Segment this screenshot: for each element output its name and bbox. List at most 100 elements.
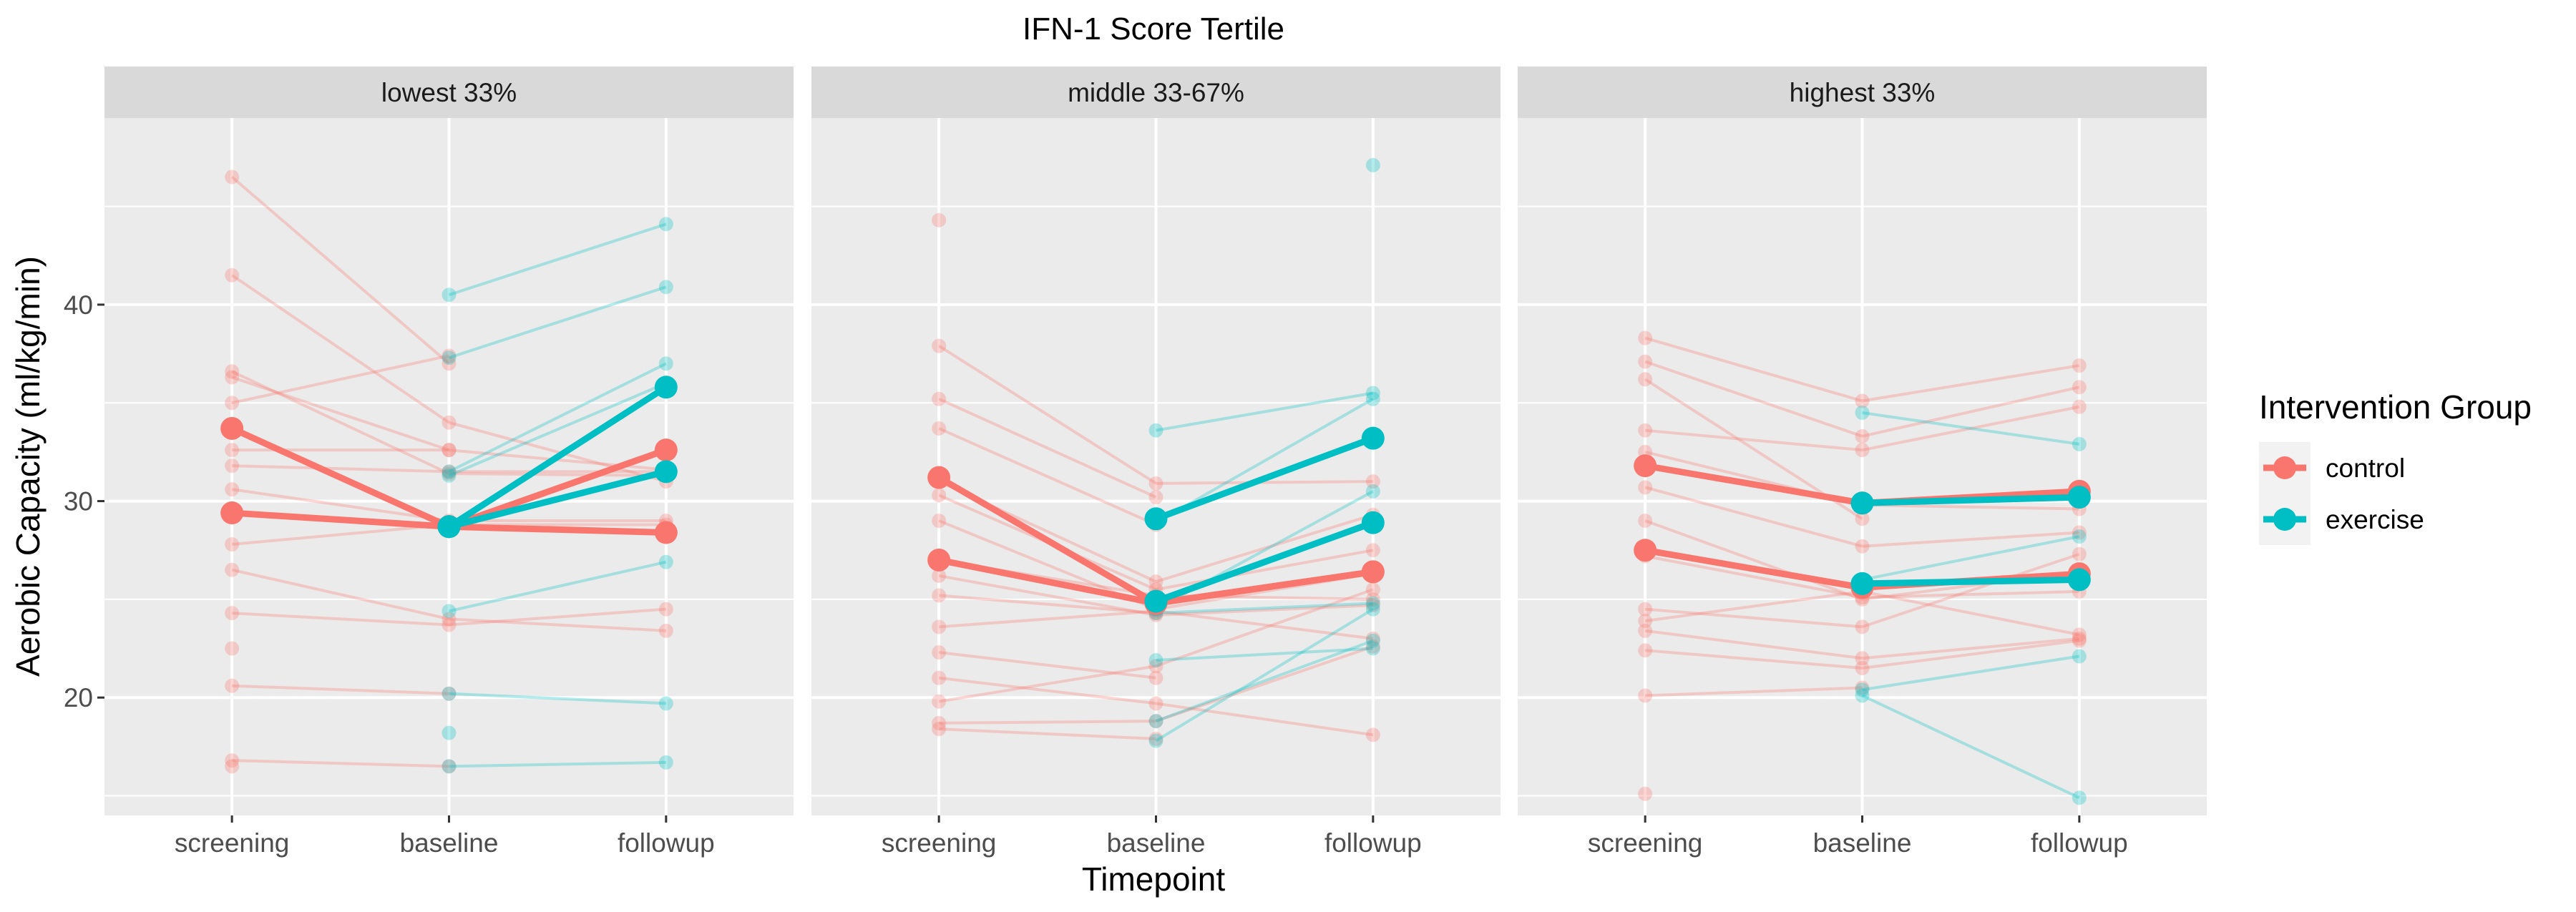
exercise-subject-line	[449, 560, 667, 613]
control-subject-line	[938, 344, 1157, 485]
facet-panel-3: highest 33% screening baseline followup	[1518, 67, 2207, 858]
exercise-subject-point	[1148, 714, 1163, 729]
facet-panel-2: middle 33-67% screening baseline followup	[811, 67, 1501, 858]
control-subject-point	[1638, 643, 1653, 658]
facet-strip	[811, 67, 1501, 118]
control-subject-13	[1638, 680, 1870, 703]
control-subject-16	[932, 722, 1163, 746]
control-subject-point	[2072, 358, 2087, 373]
y-tick-label: 40	[64, 290, 93, 320]
exercise-subject-point	[441, 686, 457, 701]
control-subject-line	[939, 727, 1156, 740]
x-tick-label: screening	[1588, 828, 1702, 858]
exercise-subject-line	[1156, 391, 1374, 432]
exercise-subject-point	[2072, 790, 2087, 805]
exercise-mean-point	[654, 376, 678, 399]
legend: Intervention Group control exercise	[2259, 388, 2532, 545]
control-subject-15	[225, 759, 240, 774]
exercise-subject-point	[1365, 391, 1380, 406]
control-subject-line	[938, 676, 1156, 705]
control-subject-point	[1365, 474, 1380, 489]
control-subject-point	[225, 753, 240, 768]
exercise-subject-2	[441, 280, 673, 366]
control-subject-1	[225, 170, 457, 371]
x-tick-label: screening	[882, 828, 996, 858]
exercise-mean-point	[1850, 572, 1874, 595]
control-subject-11	[225, 602, 673, 632]
control-subject-point	[225, 364, 240, 379]
control-subject-point	[932, 391, 947, 406]
control-subject-point	[225, 606, 240, 621]
control-mean-line	[448, 446, 668, 530]
exercise-mean-line	[447, 384, 668, 530]
control-subject-line	[232, 759, 449, 768]
control-subject-3	[932, 391, 1163, 505]
control-subject-1	[1638, 330, 2087, 408]
control-subject-1	[932, 212, 947, 227]
exercise-mean-point	[1361, 426, 1385, 450]
control-mean-line	[231, 509, 449, 530]
control-subject-point	[225, 482, 240, 497]
control-mean-line	[1155, 568, 1374, 607]
control-subject-6	[1638, 480, 2087, 554]
control-subject-point	[1148, 490, 1163, 505]
control-subject-point	[2072, 525, 2087, 540]
control-subject-point	[658, 623, 673, 638]
exercise-mean-1	[1144, 426, 1385, 531]
control-mean-point	[1634, 539, 1657, 562]
control-subject-point	[441, 686, 457, 701]
legend-item-control: control	[2259, 442, 2405, 494]
control-subject-point	[225, 459, 240, 474]
legend-key-point	[2273, 508, 2296, 531]
exercise-subject-line	[1155, 607, 1374, 742]
control-mean-2	[220, 501, 678, 544]
exercise-mean-point	[2067, 568, 2091, 592]
control-subject-point	[225, 759, 240, 774]
control-subject-point	[658, 602, 673, 617]
exercise-subject-point	[1148, 733, 1163, 748]
exercise-subject-point	[441, 759, 457, 774]
control-mean-line	[1644, 462, 1863, 506]
exercise-subject-line	[449, 692, 666, 705]
exercise-subject-point	[1365, 157, 1380, 172]
control-mean-line	[230, 425, 451, 530]
x-tick-label: screening	[175, 828, 289, 858]
control-subject-point	[1148, 574, 1163, 589]
control-subject-15	[932, 639, 1380, 730]
exercise-subject-point	[441, 725, 457, 740]
x-tick-label: followup	[2031, 828, 2128, 858]
control-subject-point	[932, 619, 947, 634]
control-subject-line	[231, 568, 449, 621]
exercise-subject-point	[1148, 423, 1163, 438]
control-subject-4	[1638, 399, 2087, 458]
x-tick-label: baseline	[1107, 828, 1206, 858]
exercise-mean-1	[1850, 486, 2091, 515]
control-subject-line	[1155, 513, 1374, 584]
exercise-mean-point	[1144, 589, 1168, 613]
control-subject-line	[1644, 486, 1863, 548]
control-mean-point	[1361, 560, 1385, 584]
control-subject-line	[231, 523, 449, 546]
control-subject-14	[932, 582, 1380, 709]
control-subject-point	[441, 617, 457, 632]
control-subject-14	[1638, 786, 1653, 801]
exercise-mean-2	[1144, 511, 1385, 613]
control-subject-point	[1638, 614, 1653, 629]
control-subject-point	[1365, 639, 1380, 654]
x-tick-label: baseline	[400, 828, 499, 858]
control-subject-point	[1148, 714, 1163, 729]
control-subject-line	[1861, 552, 2080, 629]
control-subject-point	[225, 268, 240, 283]
control-subject-point	[932, 694, 947, 709]
control-subject-point	[1148, 696, 1163, 711]
exercise-subject-line	[1861, 694, 2080, 800]
control-subject-point	[441, 443, 457, 458]
control-subject-point	[2072, 546, 2087, 562]
control-subject-line	[449, 617, 666, 632]
control-subject-line	[939, 609, 1156, 629]
control-subject-point	[225, 170, 240, 185]
exercise-mean-line	[1154, 519, 1375, 604]
control-subject-14	[225, 753, 457, 774]
control-subject-point	[932, 488, 947, 503]
exercise-subject-point	[1148, 653, 1163, 668]
